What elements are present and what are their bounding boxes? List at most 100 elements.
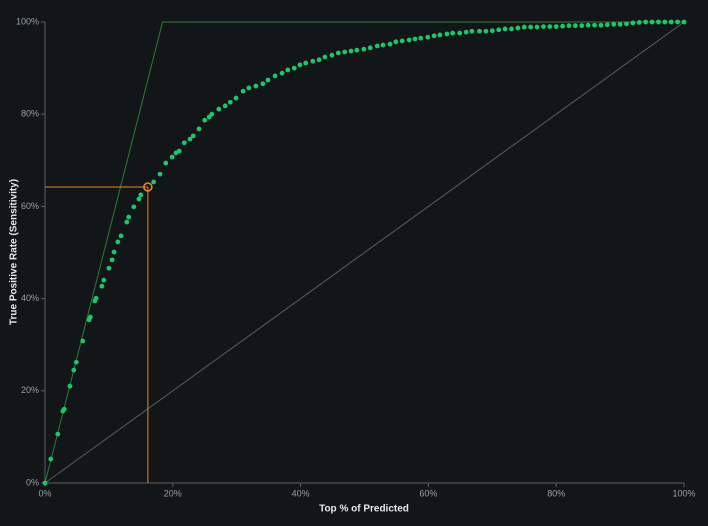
point (335, 50, 341, 56)
point (437, 32, 443, 38)
point (515, 25, 521, 31)
point (279, 70, 285, 76)
y-axis-title: True Positive Rate (Sensitivity) (9, 179, 20, 325)
point (399, 38, 405, 44)
y-tick-label: 0% (26, 477, 39, 487)
point (187, 136, 193, 142)
point (662, 19, 668, 25)
point (598, 22, 604, 28)
y-tick-label: 20% (21, 385, 39, 395)
point (55, 431, 61, 437)
point (489, 28, 495, 34)
point (118, 233, 124, 239)
point (566, 23, 572, 29)
point (675, 19, 681, 25)
x-tick-label: 20% (164, 488, 182, 498)
point (209, 111, 215, 117)
point (681, 19, 687, 25)
point (99, 283, 105, 289)
point (80, 338, 86, 344)
point (297, 62, 303, 68)
point (136, 196, 142, 202)
point (457, 30, 463, 36)
point (222, 103, 228, 109)
point (374, 43, 380, 49)
point (190, 133, 196, 139)
point (431, 33, 437, 39)
point (310, 58, 316, 64)
point (322, 54, 328, 60)
x-tick-label: 100% (672, 488, 695, 498)
point (541, 24, 546, 30)
point (444, 31, 450, 37)
point (253, 83, 259, 89)
point (260, 81, 266, 87)
point (604, 22, 610, 28)
point (246, 85, 252, 91)
point (572, 23, 578, 29)
point (361, 46, 367, 52)
highlight-point (143, 182, 153, 192)
point (196, 126, 202, 132)
point (380, 42, 386, 48)
point (624, 21, 629, 27)
x-axis-title: Top % of Predicted (319, 504, 409, 515)
point (157, 171, 163, 177)
point (169, 154, 175, 160)
ideal-line (44, 21, 684, 484)
x-tick-label: 0% (38, 488, 51, 498)
point (227, 99, 233, 105)
point (124, 219, 130, 225)
point (560, 23, 565, 29)
point (393, 39, 399, 45)
point (348, 48, 354, 54)
baseline-line (44, 21, 685, 484)
point (463, 29, 469, 35)
point (553, 24, 559, 30)
point (342, 49, 348, 55)
point (425, 34, 431, 40)
point (87, 314, 93, 320)
point (668, 19, 674, 25)
point (534, 24, 540, 30)
point (272, 73, 278, 79)
point (163, 160, 169, 166)
y-tick-label: 100% (16, 16, 39, 26)
point (367, 45, 373, 51)
point (111, 249, 117, 255)
point (477, 28, 482, 34)
point (48, 456, 54, 462)
point (656, 19, 661, 25)
point (412, 36, 418, 42)
point (354, 47, 360, 53)
point (42, 480, 48, 486)
point (303, 60, 309, 66)
point (101, 277, 107, 283)
y-tick-label: 40% (21, 293, 39, 303)
point (418, 35, 424, 41)
point (406, 37, 412, 43)
x-tick-label: 60% (419, 488, 437, 498)
point (115, 239, 121, 245)
point (109, 257, 115, 263)
point (73, 359, 79, 365)
point (181, 140, 187, 146)
point (138, 192, 144, 198)
point (265, 77, 271, 83)
point (649, 19, 655, 25)
point (316, 57, 322, 63)
point (151, 179, 157, 185)
point (93, 295, 99, 301)
point (636, 20, 642, 25)
point (617, 21, 623, 27)
point (502, 26, 508, 32)
point (329, 52, 335, 58)
x-tick-label: 40% (292, 488, 310, 498)
y-tick-label: 60% (21, 201, 39, 211)
point (131, 204, 137, 210)
point (285, 67, 291, 73)
point (611, 21, 617, 27)
point (521, 24, 527, 30)
point (579, 23, 585, 29)
